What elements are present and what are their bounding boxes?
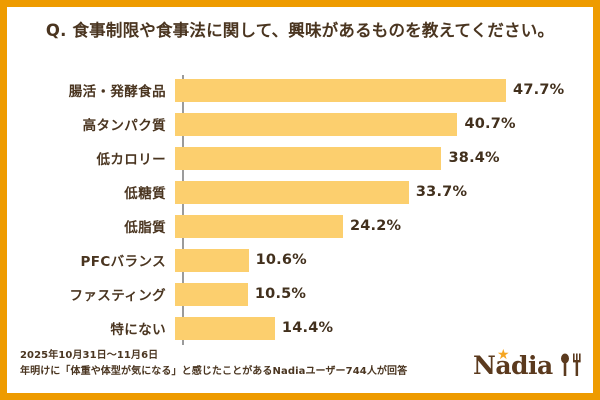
- bar-track: 47.7%: [175, 73, 593, 107]
- bar-track: 10.6%: [175, 243, 593, 277]
- bar-track: 38.4%: [175, 141, 593, 175]
- bar-track: 14.4%: [175, 311, 593, 345]
- footer-text: 2025年10月31日〜11月6日 年明けに「体重や体型が気になる」と感じたこと…: [20, 348, 407, 379]
- bar-row: ファスティング 10.5%: [7, 277, 593, 311]
- bar-row: 特にない 14.4%: [7, 311, 593, 345]
- bar-value-label: 10.5%: [254, 286, 307, 302]
- bar-value-label: 24.2%: [349, 218, 402, 234]
- survey-description: 年明けに「体重や体型が気になる」と感じたことがあるNadiaユーザー744人が回…: [20, 365, 408, 377]
- footer: 2025年10月31日〜11月6日 年明けに「体重や体型が気になる」と感じたこと…: [7, 345, 593, 393]
- bar-value-label: 40.7%: [464, 116, 516, 132]
- bar-category-label: 腸活・発酵食品: [68, 84, 166, 100]
- bar-value-label: 38.4%: [448, 150, 500, 166]
- bar-row: PFCバランス 10.6%: [7, 243, 593, 277]
- logo-wordmark: Nadia: [473, 351, 553, 380]
- star-icon: ★: [497, 347, 510, 363]
- chart-axis-line: [182, 75, 184, 345]
- bar-row: 腸活・発酵食品 47.7%: [7, 73, 593, 107]
- title-area: Q. 食事制限や食事法に関して、興味があるものを教えてください。: [7, 21, 593, 41]
- bar-fill: [175, 112, 458, 136]
- bar-category-label: ファスティング: [69, 288, 166, 304]
- bar-fill: [175, 248, 249, 272]
- horizontal-bar-chart: 腸活・発酵食品 47.7% 高タンパク質 40.7% 低カロリー 38.4% 低糖質 33.7…: [7, 67, 593, 349]
- bar-value-label: 10.6%: [255, 252, 307, 268]
- bar-track: 40.7%: [175, 107, 593, 141]
- bar-value-label: 14.4%: [281, 320, 334, 336]
- nadia-logo: Nadia ★: [473, 347, 581, 383]
- bar-value-label: 33.7%: [415, 184, 468, 200]
- bar-track: 24.2%: [175, 209, 593, 243]
- bar-category-label: 低カロリー: [96, 152, 166, 168]
- bar-fill: [175, 180, 409, 204]
- bar-track: 33.7%: [175, 175, 593, 209]
- bar-category-label: 低脂質: [124, 220, 166, 236]
- bar-fill: [175, 214, 343, 238]
- bar-row: 低カロリー 38.4%: [7, 141, 593, 175]
- bar-category-label: 低糖質: [124, 186, 166, 202]
- bar-track: 10.5%: [175, 277, 593, 311]
- fork-and-spoon-icon: [559, 353, 581, 377]
- bar-row: 高タンパク質 40.7%: [7, 107, 593, 141]
- survey-period: 2025年10月31日〜11月6日: [20, 350, 159, 361]
- bar-category-label: 高タンパク質: [82, 118, 166, 134]
- bar-category-label: PFCバランス: [80, 254, 166, 270]
- bar-value-label: 47.7%: [513, 82, 565, 98]
- bar-row: 低糖質 33.7%: [7, 175, 593, 209]
- bar-fill: [175, 316, 275, 340]
- bar-row: 低脂質 24.2%: [7, 209, 593, 243]
- bar-fill: [175, 282, 248, 306]
- bar-fill: [175, 78, 507, 102]
- bar-fill: [175, 146, 442, 170]
- bar-category-label: 特にない: [110, 322, 166, 338]
- page-title: Q. 食事制限や食事法に関して、興味があるものを教えてください。: [45, 21, 555, 40]
